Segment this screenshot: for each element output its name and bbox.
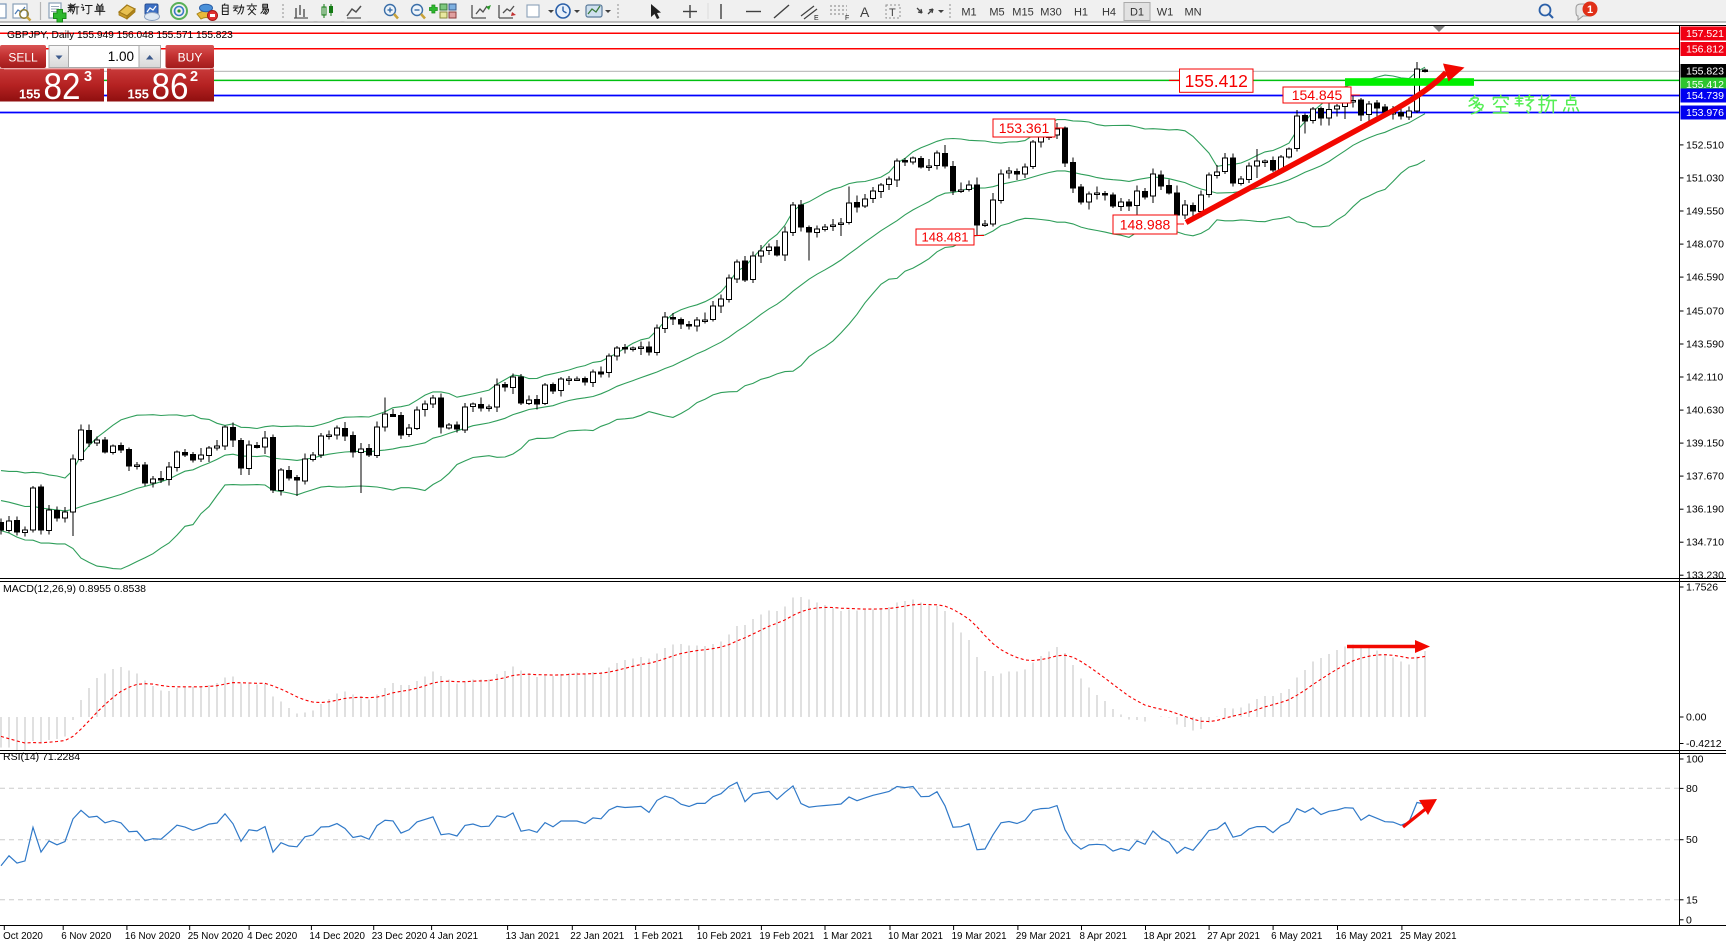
svg-text:155: 155 <box>128 87 149 102</box>
svg-text:133.230: 133.230 <box>1686 570 1724 582</box>
svg-text:29 Mar 2021: 29 Mar 2021 <box>1016 931 1071 942</box>
svg-text:A: A <box>860 4 870 20</box>
svg-text:M15: M15 <box>1012 7 1033 19</box>
svg-text:155: 155 <box>19 87 40 102</box>
svg-text:14 Dec 2020: 14 Dec 2020 <box>309 931 365 942</box>
svg-text:6 Nov 2020: 6 Nov 2020 <box>61 931 112 942</box>
svg-text:148.988: 148.988 <box>1120 217 1171 233</box>
svg-text:155.823: 155.823 <box>1686 66 1724 78</box>
svg-text:D1: D1 <box>1130 7 1144 19</box>
svg-text:23 Dec 2020: 23 Dec 2020 <box>372 931 428 942</box>
svg-text:154.845: 154.845 <box>1292 87 1343 103</box>
svg-text:146.590: 146.590 <box>1686 272 1724 284</box>
svg-text:28 Oct 2020: 28 Oct 2020 <box>0 931 43 942</box>
svg-text:134.710: 134.710 <box>1686 537 1724 549</box>
svg-text:19 Feb 2021: 19 Feb 2021 <box>759 931 814 942</box>
svg-text:86: 86 <box>152 66 189 107</box>
svg-text:RSI(14) 71.2284: RSI(14) 71.2284 <box>3 751 80 763</box>
svg-text:155.412: 155.412 <box>1686 79 1724 91</box>
svg-text:2: 2 <box>190 69 198 85</box>
svg-text:1.00: 1.00 <box>108 49 134 64</box>
svg-text:25 Nov 2020: 25 Nov 2020 <box>188 931 244 942</box>
svg-text:M1: M1 <box>961 7 976 19</box>
svg-text:25 May 2021: 25 May 2021 <box>1400 931 1457 942</box>
svg-text:1: 1 <box>1587 4 1593 16</box>
svg-text:SELL: SELL <box>8 51 38 65</box>
svg-text:153.361: 153.361 <box>999 120 1050 136</box>
svg-text:152.510: 152.510 <box>1686 139 1724 151</box>
svg-text:0.00: 0.00 <box>1686 712 1707 724</box>
svg-text:W1: W1 <box>1157 7 1174 19</box>
svg-text:82: 82 <box>44 66 81 107</box>
svg-text:4 Jan 2021: 4 Jan 2021 <box>430 931 478 942</box>
svg-text:27 Apr 2021: 27 Apr 2021 <box>1207 931 1260 942</box>
svg-text:100: 100 <box>1686 754 1704 766</box>
svg-text:143.590: 143.590 <box>1686 339 1724 351</box>
svg-text:F: F <box>845 15 849 22</box>
svg-text:136.190: 136.190 <box>1686 504 1724 516</box>
svg-text:19 Mar 2021: 19 Mar 2021 <box>952 931 1007 942</box>
svg-text:137.670: 137.670 <box>1686 471 1724 483</box>
svg-text:GBPJPY, Daily 155.949 156.048: GBPJPY, Daily 155.949 156.048 155.571 15… <box>7 30 233 41</box>
svg-text:80: 80 <box>1686 783 1698 795</box>
svg-text:22 Jan 2021: 22 Jan 2021 <box>570 931 624 942</box>
svg-text:15: 15 <box>1686 894 1698 906</box>
svg-text:18 Apr 2021: 18 Apr 2021 <box>1144 931 1197 942</box>
svg-text:M30: M30 <box>1040 7 1061 19</box>
svg-text:149.550: 149.550 <box>1686 206 1724 218</box>
svg-text:16 May 2021: 16 May 2021 <box>1336 931 1393 942</box>
svg-text:MACD(12,26,9) 0.8955 0.8538: MACD(12,26,9) 0.8955 0.8538 <box>3 583 146 595</box>
svg-text:MN: MN <box>1184 7 1201 19</box>
svg-text:148.481: 148.481 <box>922 230 969 245</box>
svg-text:3: 3 <box>84 69 92 85</box>
svg-text:10 Feb 2021: 10 Feb 2021 <box>697 931 752 942</box>
svg-text:16 Nov 2020: 16 Nov 2020 <box>125 931 181 942</box>
svg-text:M5: M5 <box>989 7 1004 19</box>
svg-text:1 Mar 2021: 1 Mar 2021 <box>823 931 873 942</box>
svg-text:148.070: 148.070 <box>1686 239 1724 251</box>
svg-text:-0.4212: -0.4212 <box>1686 738 1722 750</box>
svg-text:153.976: 153.976 <box>1686 107 1724 119</box>
svg-text:8 Apr 2021: 8 Apr 2021 <box>1080 931 1127 942</box>
svg-text:155.412: 155.412 <box>1185 71 1248 91</box>
svg-text:4 Dec 2020: 4 Dec 2020 <box>247 931 298 942</box>
svg-text:151.030: 151.030 <box>1686 172 1724 184</box>
svg-text:154.739: 154.739 <box>1686 90 1724 102</box>
svg-text:140.630: 140.630 <box>1686 405 1724 417</box>
svg-text:50: 50 <box>1686 834 1698 846</box>
svg-text:H1: H1 <box>1074 7 1088 19</box>
svg-text:156.812: 156.812 <box>1686 44 1724 56</box>
svg-text:1.7526: 1.7526 <box>1686 582 1718 594</box>
svg-text:13 Jan 2021: 13 Jan 2021 <box>506 931 560 942</box>
svg-text:H4: H4 <box>1102 7 1116 19</box>
svg-text:E: E <box>814 15 819 22</box>
svg-text:6 May 2021: 6 May 2021 <box>1271 931 1322 942</box>
svg-text:142.110: 142.110 <box>1686 372 1723 384</box>
svg-text:139.150: 139.150 <box>1686 438 1724 450</box>
svg-text:0: 0 <box>1686 914 1692 926</box>
svg-text:145.070: 145.070 <box>1686 306 1724 318</box>
svg-text:157.521: 157.521 <box>1686 28 1724 40</box>
svg-text:T: T <box>889 7 896 19</box>
svg-text:1 Feb 2021: 1 Feb 2021 <box>634 931 684 942</box>
svg-text:10 Mar 2021: 10 Mar 2021 <box>888 931 943 942</box>
svg-text:BUY: BUY <box>178 51 203 65</box>
